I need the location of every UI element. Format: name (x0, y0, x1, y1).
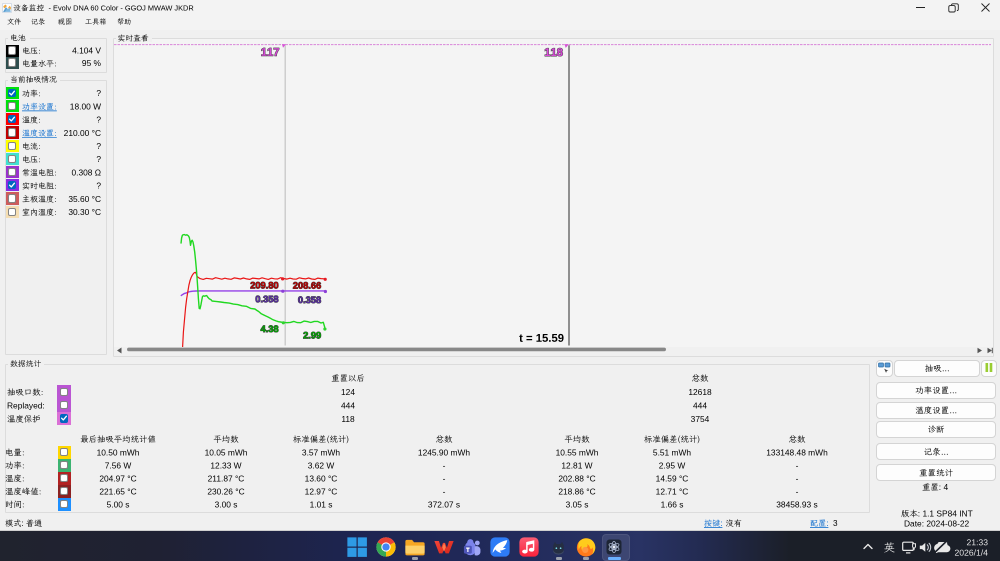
svg-text:-: - (443, 460, 446, 470)
svg-text:5.51 mWh: 5.51 mWh (653, 447, 692, 457)
svg-text:?: ? (96, 115, 101, 125)
svg-text:3754: 3754 (691, 414, 710, 424)
svg-text:-: - (443, 473, 446, 483)
svg-text:3.62 W: 3.62 W (308, 460, 335, 470)
svg-text:2.95 W: 2.95 W (659, 460, 686, 470)
svg-text:118: 118 (341, 414, 355, 424)
svg-text:18.00 W: 18.00 W (70, 101, 101, 111)
svg-text:4.104 V: 4.104 V (72, 46, 101, 56)
svg-text:202.88 °C: 202.88 °C (558, 473, 595, 483)
svg-text:?: ? (96, 181, 101, 191)
svg-text:204.97 °C: 204.97 °C (99, 473, 136, 483)
svg-text:211.87 °C: 211.87 °C (208, 473, 245, 483)
svg-text:1.66 s: 1.66 s (661, 499, 684, 509)
svg-text:230.26 °C: 230.26 °C (207, 486, 244, 496)
svg-text:35.60 °C: 35.60 °C (68, 194, 101, 204)
svg-text:3: 3 (833, 519, 838, 528)
svg-text:-: - (796, 486, 799, 496)
svg-text:-: - (796, 473, 799, 483)
svg-text::: : (21, 519, 23, 528)
svg-text:444: 444 (341, 400, 355, 410)
svg-text:13.60 °C: 13.60 °C (305, 473, 338, 483)
svg-text:?: ? (96, 154, 101, 164)
svg-text:: 4: : 4 (939, 482, 949, 492)
svg-text:10.05 mWh: 10.05 mWh (205, 447, 248, 457)
svg-text:12.33 W: 12.33 W (210, 460, 241, 470)
svg-text:221.65 °C: 221.65 °C (99, 486, 136, 496)
svg-text:210.00 °C: 210.00 °C (64, 128, 101, 138)
svg-text::: : (720, 519, 722, 528)
svg-text:444: 444 (693, 400, 707, 410)
svg-text:3.00 s: 3.00 s (215, 499, 238, 509)
svg-text:12.81 W: 12.81 W (561, 460, 592, 470)
svg-text:3.57 mWh: 3.57 mWh (302, 447, 341, 457)
svg-text:95 %: 95 % (82, 58, 102, 68)
svg-text:?: ? (96, 141, 101, 151)
svg-text:7.56 W: 7.56 W (105, 460, 132, 470)
svg-text:124: 124 (341, 387, 355, 397)
svg-text:?: ? (96, 88, 101, 98)
svg-text:30.30 °C: 30.30 °C (68, 207, 101, 217)
svg-text:12.71 °C: 12.71 °C (656, 486, 689, 496)
svg-text:-: - (796, 460, 799, 470)
svg-text:Replayed:: Replayed: (7, 400, 45, 410)
svg-text:-: - (443, 486, 446, 496)
svg-text:38458.93 s: 38458.93 s (776, 499, 817, 509)
svg-text:12.97 °C: 12.97 °C (305, 486, 338, 496)
svg-text:Date: 2024-08-22: Date: 2024-08-22 (904, 518, 970, 528)
svg-text:133148.48 mWh: 133148.48 mWh (766, 447, 828, 457)
svg-text:5.00 s: 5.00 s (107, 499, 130, 509)
svg-text:218.86 °C: 218.86 °C (558, 486, 595, 496)
svg-text:10.50 mWh: 10.50 mWh (97, 447, 140, 457)
svg-text:1.01 s: 1.01 s (310, 499, 333, 509)
svg-text:14.59 °C: 14.59 °C (656, 473, 689, 483)
svg-text:: 1.1 SP84 INT: : 1.1 SP84 INT (918, 509, 973, 519)
svg-text:0.308 Ω: 0.308 Ω (71, 167, 101, 177)
svg-text:3.05 s: 3.05 s (566, 499, 589, 509)
svg-text:12618: 12618 (688, 387, 712, 397)
svg-text:- Evolv DNA 60 Color - GGOJ MW: - Evolv DNA 60 Color - GGOJ MWAW JKDR (49, 4, 194, 13)
svg-text:372.07 s: 372.07 s (428, 499, 460, 509)
svg-text:10.55 mWh: 10.55 mWh (556, 447, 599, 457)
svg-text::: : (826, 519, 828, 528)
svg-text:1245.90 mWh: 1245.90 mWh (418, 447, 470, 457)
